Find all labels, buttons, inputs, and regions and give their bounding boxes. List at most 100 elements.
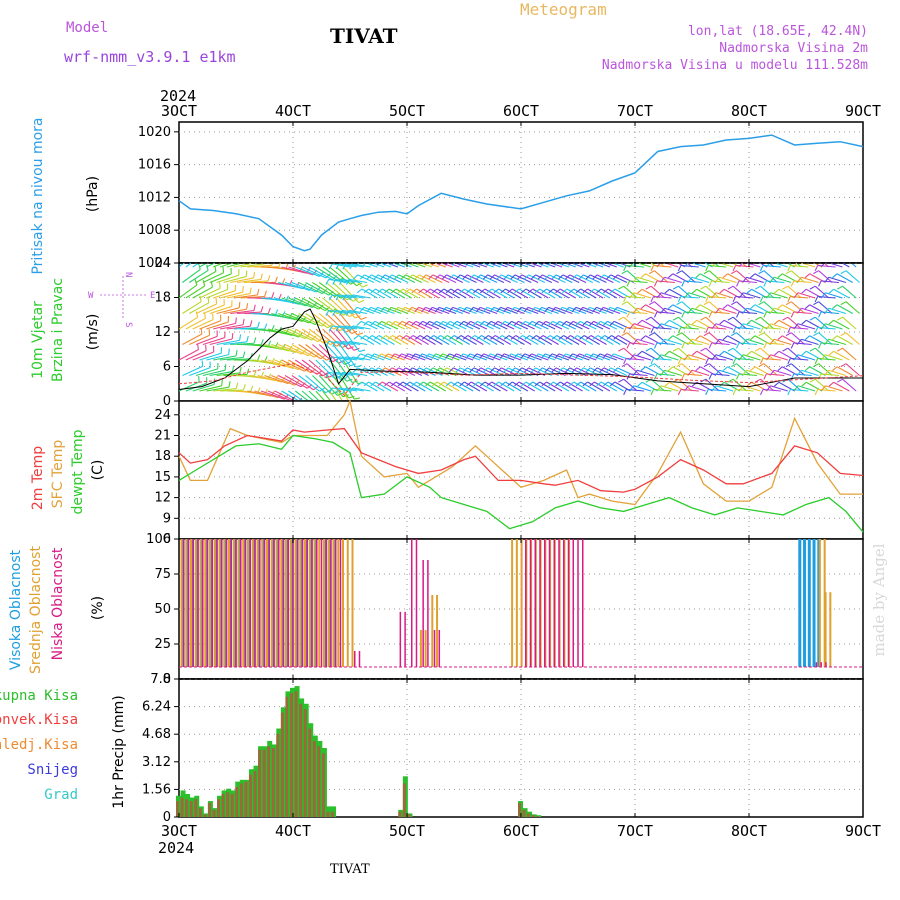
wind-barb: [711, 342, 730, 346]
wind-barb-flag: [435, 335, 441, 340]
wind-barb: [288, 390, 305, 401]
wind-barb: [583, 274, 600, 283]
wind-barb: [418, 367, 436, 376]
wind-barb-flag: [195, 311, 199, 318]
wind-barb-flag: [363, 381, 369, 387]
precip-conv-bar: [239, 783, 243, 817]
wind-barb: [271, 312, 296, 321]
dewpt-line: [178, 434, 864, 533]
wind-barb: [664, 276, 682, 284]
wind-barb-flag: [469, 306, 474, 313]
wind-barb-flag: [785, 332, 792, 337]
wind-barb: [357, 367, 375, 376]
wind-barb-flag: [837, 285, 843, 290]
wind-barb: [423, 288, 440, 299]
wind-barb-flag: [599, 367, 605, 373]
wind-barb-flag: [394, 274, 400, 280]
cloud-bar: [316, 539, 318, 667]
wind-barb: [711, 311, 730, 315]
wind-barb: [587, 381, 604, 392]
wind-barb-flag: [667, 304, 674, 310]
wind-barb: [600, 288, 618, 299]
wind-barb-flag: [828, 319, 834, 325]
wind-barb: [650, 347, 666, 361]
wind-barb: [797, 354, 816, 361]
wind-barb-flag: [711, 263, 716, 267]
precip-conv-bar: [212, 809, 216, 817]
wind-barb: [230, 342, 255, 346]
wind-barb: [790, 357, 809, 361]
wind-barb: [209, 371, 233, 377]
wind-barb: [633, 292, 652, 299]
wind-barb-flag: [618, 316, 624, 321]
wind-barb: [371, 335, 388, 345]
wind-barb-flag: [606, 335, 612, 340]
y-tick-label: 9: [163, 511, 171, 526]
wind-barb-flag: [828, 381, 834, 387]
wind-barb-flag: [558, 335, 564, 340]
wind-barb: [179, 349, 199, 361]
wind-barb: [209, 305, 232, 315]
wind-barb-flag: [242, 351, 246, 358]
cloud-bar: [553, 539, 555, 667]
cloud-bar: [399, 611, 402, 667]
wind-barb-flag: [345, 341, 350, 347]
wind-barb: [428, 353, 446, 361]
wind-barb: [484, 381, 501, 392]
cloud-bar: [221, 539, 223, 667]
wind-barb-flag: [739, 323, 744, 329]
y-tick-label: 1008: [138, 223, 171, 238]
wind-barb-flag: [758, 332, 765, 337]
wind-barb-flag: [441, 306, 447, 313]
wind-barb: [555, 306, 573, 315]
wind-barb: [611, 263, 624, 268]
wind-barb-flag: [554, 321, 560, 327]
wind-barb: [349, 371, 368, 377]
wind-barb: [391, 274, 409, 283]
cloud-bar: [187, 539, 190, 667]
wind-barb: [385, 335, 402, 345]
wind-barb: [264, 374, 289, 385]
wind-barb-flag: [777, 273, 783, 279]
wind-barb: [185, 350, 207, 361]
wind-barb-flag: [575, 288, 582, 294]
precip-conv-bar: [531, 815, 535, 817]
wind-barb-flag: [664, 288, 670, 294]
x-tick-label: 5OCT: [389, 822, 425, 840]
wind-barb-flag: [421, 274, 427, 280]
wind-barb-flag: [332, 341, 337, 347]
wind-legend-s: S: [123, 322, 133, 327]
wind-barb-flag: [722, 366, 728, 372]
wind-barb-flag: [695, 304, 701, 310]
wind-barb: [572, 353, 590, 361]
cloud-bar: [820, 662, 822, 667]
wind-barb-flag: [524, 335, 530, 340]
wind-barb: [565, 353, 583, 361]
cloud-bar: [263, 539, 266, 667]
wind-barb-flag: [588, 353, 594, 359]
wind-barb: [705, 285, 720, 299]
wind-barb-flag: [520, 381, 527, 387]
wind-barb: [825, 292, 843, 299]
wind-barb: [199, 320, 221, 330]
wind-barb: [226, 293, 251, 299]
wind-barb: [739, 280, 758, 284]
wind-barb-flag: [571, 306, 577, 313]
wind-barb: [524, 320, 542, 330]
wind-barb: [573, 288, 590, 299]
precip-conv-bar: [326, 811, 330, 817]
wind-barb-flag: [595, 263, 599, 266]
wind-barb-flag: [558, 274, 564, 280]
wind-barb-flag: [215, 297, 218, 304]
wind-barb: [483, 320, 501, 330]
wind-barb: [438, 306, 457, 315]
wind-barb-flag: [325, 372, 330, 378]
wind-barb-flag: [650, 358, 655, 365]
wind-barb: [378, 335, 395, 345]
wind-barb-flag: [200, 328, 203, 335]
wind-barb-flag: [832, 366, 838, 372]
wind-barb: [429, 381, 447, 392]
y-tick-label: 50: [154, 602, 171, 617]
wind-barb-flag: [462, 274, 468, 280]
wind-barb-flag: [354, 315, 361, 319]
